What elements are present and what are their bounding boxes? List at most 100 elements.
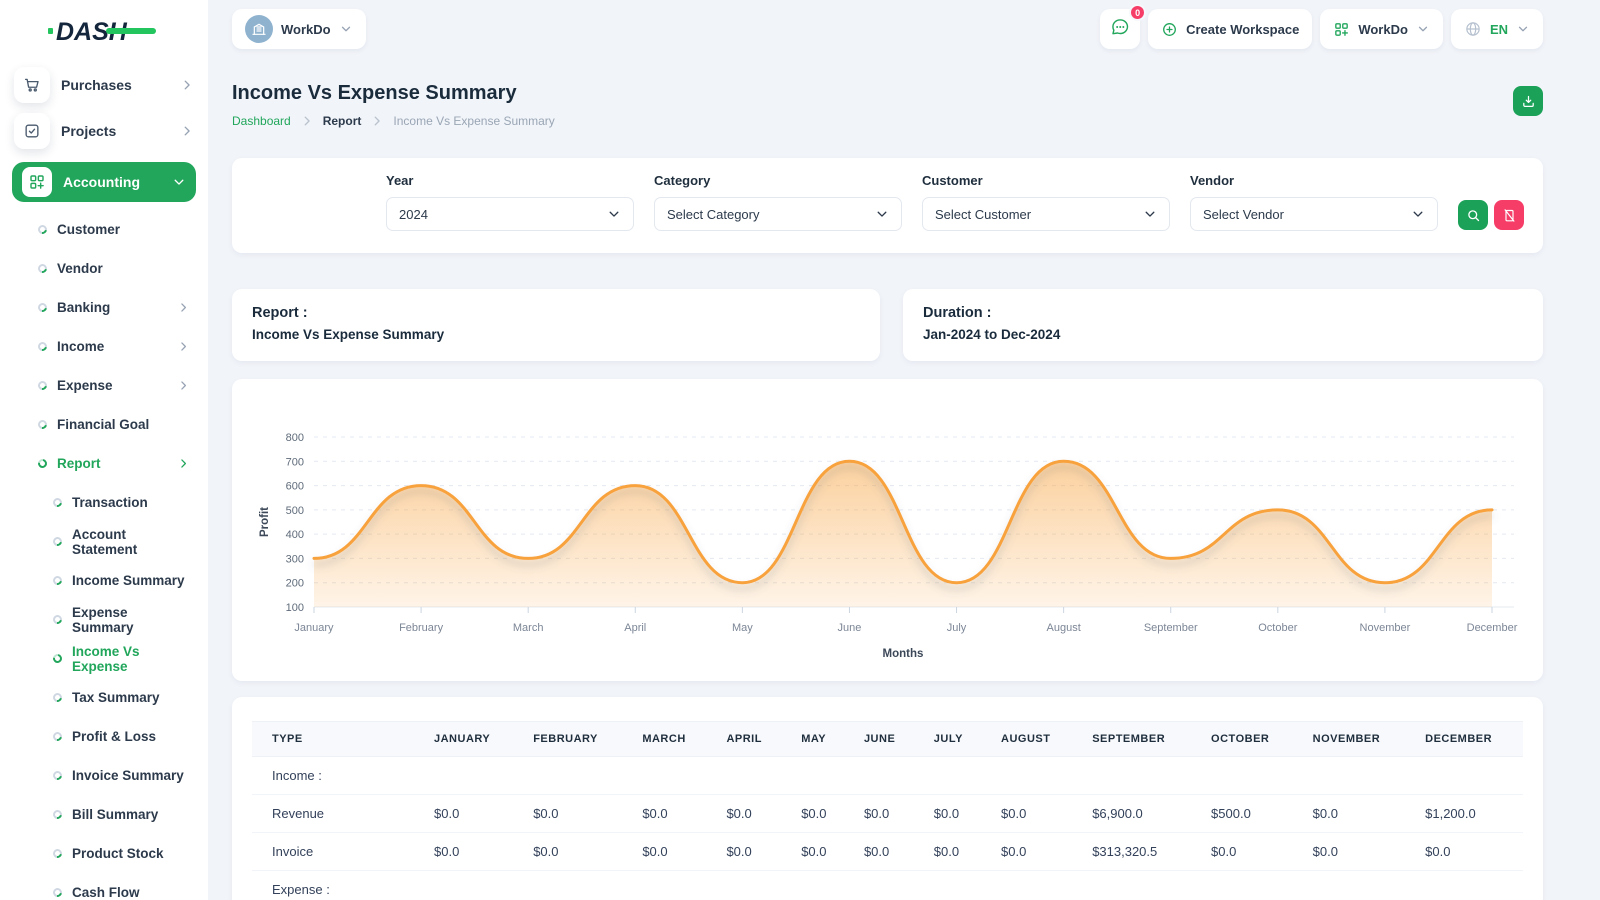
cell-value: $0.0 [1299,795,1411,833]
group-row-income: Income : [252,757,1523,795]
breadcrumb-dashboard[interactable]: Dashboard [232,114,291,128]
y-tick-label: 500 [286,505,304,517]
vendor-select[interactable]: Select Vendor [1190,197,1438,231]
reset-icon [1502,208,1517,223]
create-workspace-button[interactable]: Create Workspace [1148,9,1312,49]
sidebar-item-income[interactable]: Income [0,327,208,366]
chevron-down-icon [172,175,186,189]
x-tick-label: February [399,622,444,634]
check-square-icon [14,113,50,149]
y-tick-label: 100 [286,602,304,614]
sidebar-item-transaction[interactable]: Transaction [0,483,208,522]
bullet-icon [51,808,64,821]
chat-icon [1110,17,1130,42]
chevron-right-icon [177,340,190,353]
column-header-october: OCTOBER [1197,722,1299,757]
filter-field-customer: CustomerSelect Customer [922,173,1170,231]
report-label: Report : [252,305,860,321]
globe-icon [1464,20,1482,38]
y-tick-label: 200 [286,578,304,590]
sidebar-item-expense[interactable]: Expense [0,366,208,405]
sidebar-item-customer[interactable]: Customer [0,210,208,249]
cell-value: $0.0 [420,795,519,833]
sidebar-item-report[interactable]: Report [0,444,208,483]
customer-select[interactable]: Select Customer [922,197,1170,231]
breadcrumb-report[interactable]: Report [323,114,362,128]
chat-button[interactable]: 0 [1100,9,1140,49]
sidebar-item-cash-flow[interactable]: Cash Flow [0,873,208,900]
report-value: Income Vs Expense Summary [252,327,860,342]
reset-filter-button[interactable] [1494,200,1524,230]
download-icon [1521,94,1536,109]
cell-value: $0.0 [712,795,787,833]
bullet-icon [51,613,64,626]
column-header-august: AUGUST [987,722,1078,757]
main-content: WorkDo 0 [208,0,1600,900]
x-tick-label: March [513,622,544,634]
topbar: WorkDo 0 [232,8,1543,50]
sidebar-nav: PurchasesProjects Accounting Customer Vendo… [0,62,208,900]
sidebar-item-tax-summary[interactable]: Tax Summary [0,678,208,717]
export-download-button[interactable] [1513,86,1543,116]
sidebar-item-label: Income [57,339,167,354]
year-select[interactable]: 2024 [386,197,634,231]
cell-value: $0.0 [920,833,987,871]
page-title: Income Vs Expense Summary [232,82,555,105]
sidebar-item-expense-summary[interactable]: Expense Summary [0,600,208,639]
cell-value: $500.0 [1197,795,1299,833]
category-select[interactable]: Select Category [654,197,902,231]
x-tick-label: January [294,622,334,634]
cell-value: $0.0 [1197,833,1299,871]
sidebar-item-profit-loss[interactable]: Profit & Loss [0,717,208,756]
cell-value: $0.0 [519,833,628,871]
sidebar-item-account-statement[interactable]: Account Statement [0,522,208,561]
cell-value: $0.0 [519,795,628,833]
column-header-april: APRIL [712,722,787,757]
sidebar-item-label: Cash Flow [72,885,190,900]
workdo-menu-button[interactable]: WorkDo [1320,9,1443,49]
chevron-right-icon [177,457,190,470]
x-tick-label: June [838,622,862,634]
sidebar-item-purchases[interactable]: Purchases [0,62,208,108]
search-button[interactable] [1458,200,1488,230]
sidebar-item-bill-summary[interactable]: Bill Summary [0,795,208,834]
chevron-down-icon [1416,22,1430,36]
sidebar-item-label: Tax Summary [72,690,190,705]
sidebar-item-banking[interactable]: Banking [0,288,208,327]
sidebar-item-label: Income Vs Expense [72,644,190,674]
sidebar-item-invoice-summary[interactable]: Invoice Summary [0,756,208,795]
sidebar-item-vendor[interactable]: Vendor [0,249,208,288]
language-label: EN [1490,22,1508,37]
sidebar-item-income-vs-expense[interactable]: Income Vs Expense [0,639,208,678]
sidebar-item-product-stock[interactable]: Product Stock [0,834,208,873]
column-header-december: DECEMBER [1411,722,1523,757]
sidebar-item-label: Profit & Loss [72,729,190,744]
y-tick-label: 600 [286,481,304,493]
sidebar-item-accounting[interactable]: Accounting [12,162,196,202]
group-row-expense: Expense : [252,871,1523,900]
workspace-switcher[interactable]: WorkDo [232,9,366,49]
sidebar-item-projects[interactable]: Projects [0,108,208,154]
bullet-icon [51,496,64,509]
brand-logo[interactable]: DASH [0,0,208,62]
x-tick-label: May [732,622,753,634]
x-tick-label: October [1258,622,1297,634]
sidebar-item-label: Expense Summary [72,605,190,635]
language-menu-button[interactable]: EN [1451,9,1543,49]
cell-value: $0.0 [787,795,850,833]
filter-buttons [1458,200,1524,230]
sidebar-item-label: Customer [57,222,190,237]
bullet-icon [36,457,49,470]
chevron-right-icon [370,114,384,128]
cell-value: $1,200.0 [1411,795,1523,833]
table-card: TYPEJANUARYFEBRUARYMARCHAPRILMAYJUNEJULY… [232,697,1543,900]
sidebar-item-financial-goal[interactable]: Financial Goal [0,405,208,444]
page-head: Income Vs Expense Summary Dashboard Repor… [232,82,1543,128]
sidebar-item-label: Financial Goal [57,417,190,432]
sidebar-item-income-summary[interactable]: Income Summary [0,561,208,600]
building-icon [245,15,273,43]
sidebar-item-label: Bill Summary [72,807,190,822]
vendor-selected-value: Select Vendor [1203,207,1284,222]
chevron-down-icon [339,22,353,36]
bullet-icon [36,301,49,314]
